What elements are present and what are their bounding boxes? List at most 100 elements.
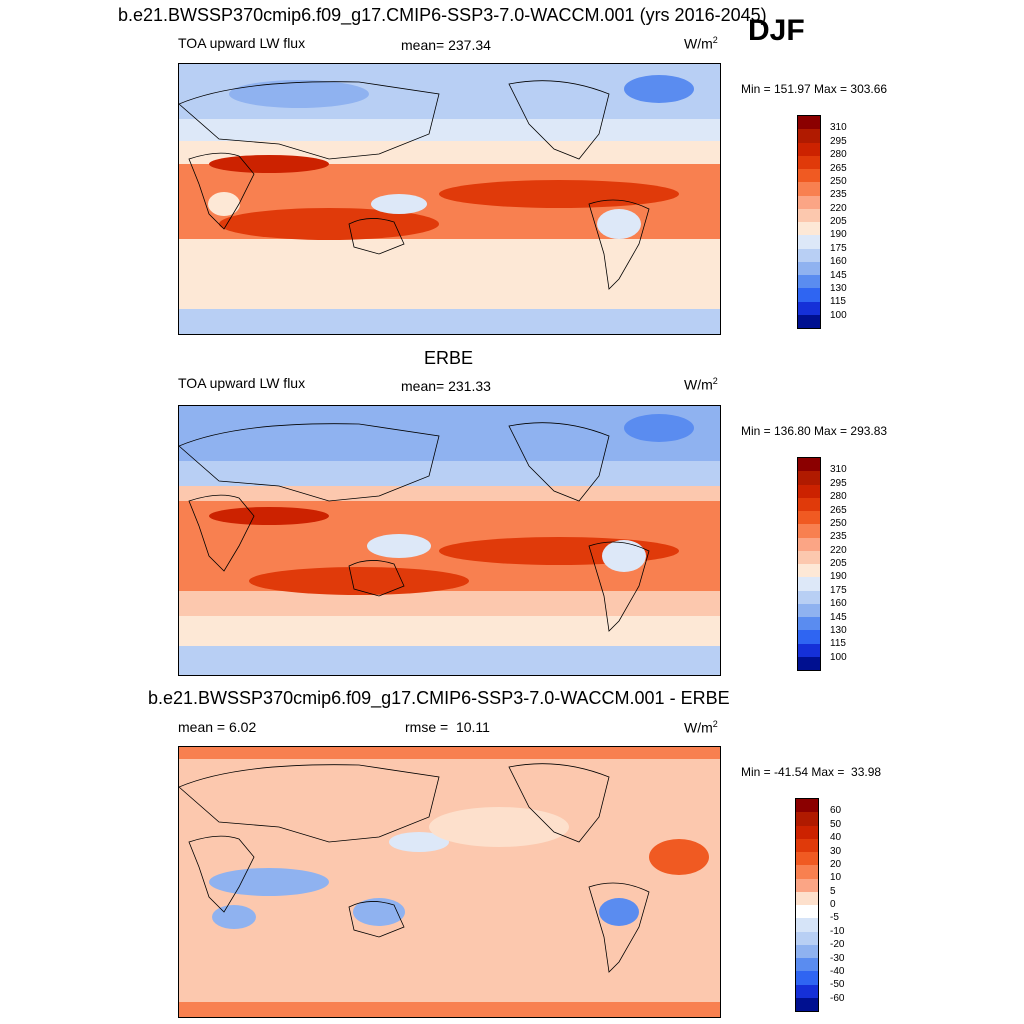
panel2-africa-outline	[188, 494, 255, 572]
colorbar-swatch	[796, 799, 818, 813]
colorbar-swatch	[798, 484, 820, 498]
panel3-amazon-negative	[599, 898, 639, 926]
colorbar-tick-label: 205	[830, 558, 847, 569]
panel3-map-svg	[179, 747, 720, 1017]
colorbar-swatch	[798, 577, 820, 591]
colorbar-swatch	[798, 524, 820, 538]
panel3-africa-outline	[188, 835, 255, 913]
colorbar-swatch	[798, 208, 820, 222]
colorbar-swatch	[796, 878, 818, 892]
colorbar-swatch	[798, 314, 820, 328]
panel1-mean-label: mean= 237.34	[401, 37, 491, 53]
panel2-australia-outline	[348, 560, 405, 597]
panel2-amazon-low	[602, 540, 646, 572]
colorbar-tick-label: 280	[830, 149, 847, 161]
colorbar-swatch	[798, 511, 820, 525]
panel1-indian-high	[219, 208, 439, 240]
colorbar-tick-label: -50	[830, 979, 845, 991]
panel2-colorbar-labels: 310 295 280 265 250 235 220 205 190 175 160 145 130 1…	[830, 457, 870, 671]
colorbar-tick-label: 0	[830, 899, 836, 910]
colorbar-swatch	[796, 944, 818, 958]
panel3-atlantic-positive	[649, 839, 709, 875]
colorbar-tick-label: 100	[830, 309, 847, 321]
panel2-mean-label: mean= 231.33	[401, 378, 491, 394]
panel1-north-america-outline	[508, 80, 610, 160]
panel3-south-america-outline	[588, 882, 650, 973]
panel3-australia-outline	[348, 901, 405, 938]
panel2-title: ERBE	[424, 348, 474, 368]
colorbar-tick-label: 145	[830, 611, 847, 623]
colorbar-tick-label: -5	[830, 912, 839, 924]
colorbar-swatch	[798, 497, 820, 511]
panel3-mean-label: mean = 6.02	[178, 719, 257, 735]
panel2-south-america-outline	[588, 541, 650, 632]
panel1-sahara-high	[209, 155, 329, 173]
panel3-africa-negative	[212, 905, 256, 929]
colorbar-tick-label: 235	[830, 189, 847, 201]
colorbar-tick-label: -20	[830, 939, 845, 951]
colorbar-tick-label: -10	[830, 925, 845, 937]
colorbar-swatch	[798, 222, 820, 236]
colorbar-swatch	[798, 169, 820, 183]
panel1-map-svg	[179, 64, 720, 334]
colorbar-tick-label: 50	[830, 818, 842, 830]
colorbar-tick-label: 5	[830, 885, 836, 897]
colorbar-tick-label: 10	[830, 872, 842, 884]
colorbar-swatch	[796, 984, 818, 998]
panel2-eurasia-outline	[179, 423, 440, 502]
panel1-africa-outline	[188, 152, 255, 230]
panel2-map	[178, 405, 721, 676]
panel2-colorbar	[797, 457, 821, 671]
panel2-north-america-outline	[508, 422, 610, 502]
colorbar-tick-label: 30	[830, 845, 842, 857]
season-label: DJF	[748, 14, 805, 47]
colorbar-swatch	[798, 643, 820, 657]
colorbar-tick-label: 130	[830, 624, 847, 636]
panel2-indian-high	[249, 567, 469, 595]
panel3-rmse-label: rmse = 10.11	[405, 719, 490, 735]
panel3-arctic-band	[179, 747, 720, 759]
colorbar-tick-label: 115	[830, 296, 846, 308]
colorbar-tick-label: 115	[830, 638, 846, 650]
colorbar-tick-label: 130	[830, 282, 847, 294]
panel1-siberia-low	[229, 80, 369, 108]
panel3-north-america-outline	[508, 763, 610, 843]
colorbar-tick-label: 220	[830, 544, 847, 556]
colorbar-swatch	[798, 590, 820, 604]
colorbar-tick-label: 100	[830, 651, 847, 663]
colorbar-swatch	[798, 656, 820, 670]
colorbar-tick-label: 310	[830, 464, 847, 476]
colorbar-swatch	[798, 564, 820, 578]
colorbar-swatch	[798, 129, 820, 143]
colorbar-swatch	[798, 537, 820, 551]
colorbar-swatch	[798, 617, 820, 631]
panel1-map	[178, 63, 721, 335]
panel1-south-america-outline	[588, 199, 650, 290]
panel1-pacific-high	[439, 180, 679, 208]
panel2-north-midlat	[179, 461, 720, 486]
panel2-units-label: W/m2	[684, 376, 718, 393]
panel2-antarctic-band	[179, 646, 720, 675]
colorbar-swatch	[798, 471, 820, 485]
colorbar-tick-label: 175	[830, 584, 847, 596]
panel3-map	[178, 746, 721, 1018]
colorbar-swatch	[798, 603, 820, 617]
colorbar-swatch	[796, 865, 818, 879]
colorbar-tick-label: 20	[830, 858, 842, 870]
panel3-australia-negative	[353, 898, 405, 926]
colorbar-swatch	[798, 195, 820, 209]
panel3-asia-negative	[389, 832, 449, 852]
colorbar-tick-label: 205	[830, 216, 847, 227]
colorbar-swatch	[796, 825, 818, 839]
colorbar-tick-label: 250	[830, 175, 847, 187]
panel1-eurasia-outline	[179, 81, 440, 160]
colorbar-swatch	[798, 261, 820, 275]
panel2-southern-midlat	[179, 616, 720, 646]
colorbar-swatch	[798, 301, 820, 315]
panel1-australia-outline	[348, 218, 405, 255]
colorbar-tick-label: 280	[830, 491, 847, 503]
panel3-indian-negative	[209, 868, 329, 896]
panel3-colorbar-labels: 60 50 40 30 20 10 5 0 -5 -10 -20 -30 -40 -50 -60	[830, 798, 870, 1012]
panel1-minmax-label: Min = 151.97 Max = 303.66	[741, 82, 888, 96]
colorbar-tick-label: 160	[830, 256, 847, 268]
